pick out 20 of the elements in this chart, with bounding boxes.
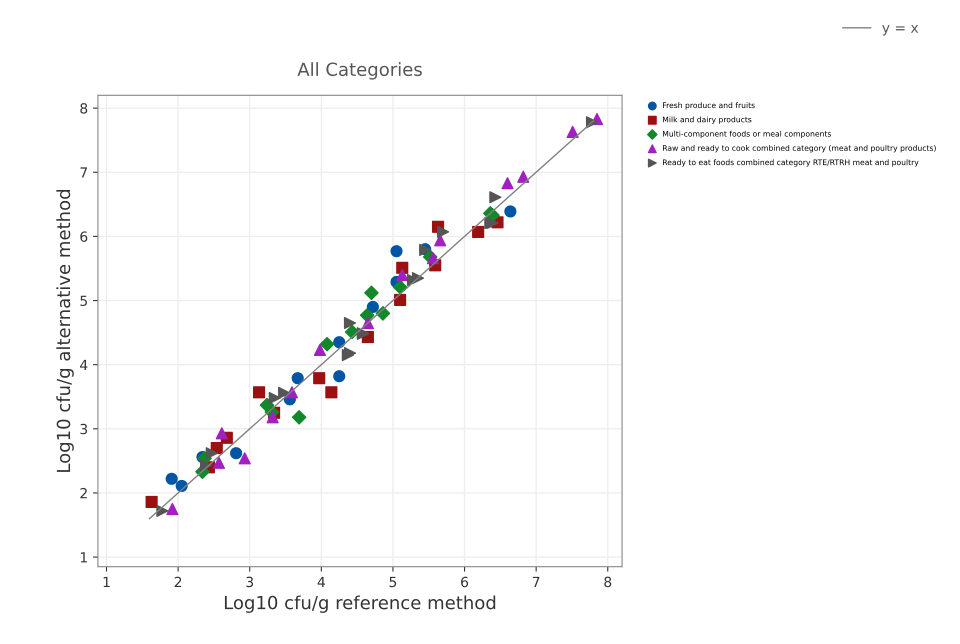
x-tick-label: 5 [390,576,396,588]
y-tick-label: 3 [80,424,88,434]
x-tick-label: 7 [532,576,540,587]
x-tick-label: 4 [318,576,325,587]
x-tick-label: 8 [604,576,612,588]
y-tick-label: 7 [80,167,88,178]
y-tick-label: 4 [80,360,88,370]
y-tick-label: 6 [80,231,88,242]
y-tick-label: 2 [80,488,87,498]
x-tick-label: 1 [104,576,110,587]
legend-label: y = x [882,25,918,36]
y-tick-label: 5 [80,296,87,306]
y-axis-title: Log10 cfu/g alternative method [56,190,74,472]
chart-title: All Categories [297,62,422,80]
x-tick-label: 6 [461,576,468,588]
x-tick-label: 3 [246,576,254,588]
x-axis-title: Log10 cfu/g reference method [224,595,496,613]
y-tick-label: 1 [80,552,87,562]
y-tick-label: 8 [80,103,88,114]
x-tick-label: 2 [174,576,182,587]
